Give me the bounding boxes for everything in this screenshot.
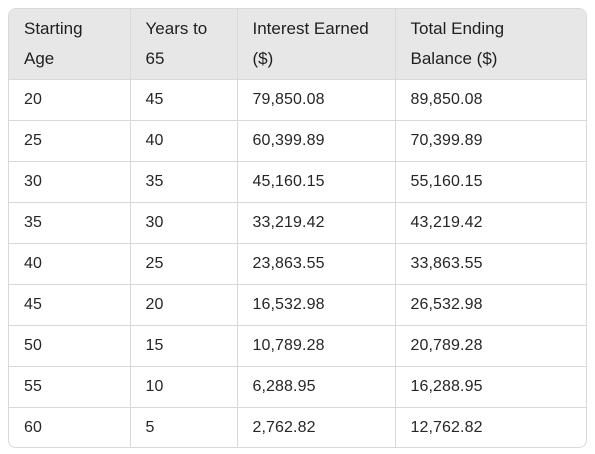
cell-starting-age: 20 bbox=[9, 79, 131, 121]
cell-interest-earned: 23,863.55 bbox=[237, 243, 396, 285]
table-row: 30 35 45,160.15 55,160.15 bbox=[9, 161, 586, 203]
table-row: 50 15 10,789.28 20,789.28 bbox=[9, 325, 586, 367]
table-row: 60 5 2,762.82 12,762.82 bbox=[9, 407, 586, 447]
cell-total-ending-balance: 20,789.28 bbox=[395, 325, 586, 367]
cell-interest-earned: 33,219.42 bbox=[237, 202, 396, 244]
cell-years-to-65: 25 bbox=[130, 243, 238, 285]
cell-starting-age: 25 bbox=[9, 120, 131, 162]
cell-interest-earned: 79,850.08 bbox=[237, 79, 396, 121]
header-interest-earned-line-2: ($) bbox=[252, 48, 274, 68]
cell-years-to-65: 30 bbox=[130, 202, 238, 244]
table-row: 55 10 6,288.95 16,288.95 bbox=[9, 366, 586, 408]
cell-total-ending-balance: 12,762.82 bbox=[410, 418, 483, 436]
cell-total-ending-balance: 55,160.15 bbox=[395, 161, 586, 203]
cell-years-to-65: 15 bbox=[130, 325, 238, 367]
table-header: Starting Age Years to 65 Interest Earned… bbox=[9, 9, 586, 80]
table-row: 40 25 23,863.55 33,863.55 bbox=[9, 243, 586, 285]
header-total-ending-balance: Total Ending Balance ($) bbox=[395, 9, 586, 80]
header-years-to-65-line-1: Years to bbox=[145, 18, 208, 38]
cell-starting-age: 60 bbox=[9, 407, 131, 447]
table-row: 20 45 79,850.08 89,850.08 bbox=[9, 79, 586, 121]
cell-years-to-65: 20 bbox=[130, 284, 238, 326]
table-body: 20 45 79,850.08 89,850.08 25 40 60,399.8… bbox=[9, 79, 586, 447]
table-row: 45 20 16,532.98 26,532.98 bbox=[9, 284, 586, 326]
cell-total-ending-balance: 89,850.08 bbox=[395, 79, 586, 121]
table-row: 35 30 33,219.42 43,219.42 bbox=[9, 202, 586, 244]
header-interest-earned: Interest Earned ($) bbox=[237, 9, 396, 80]
cell-interest-earned: 45,160.15 bbox=[237, 161, 396, 203]
cell-starting-age: 45 bbox=[9, 284, 131, 326]
cell-years-to-65: 10 bbox=[130, 366, 238, 408]
cell-years-to-65: 5 bbox=[130, 407, 238, 447]
cell-interest-earned: 60,399.89 bbox=[237, 120, 396, 162]
cell-starting-age: 40 bbox=[9, 243, 131, 285]
cell-total-ending-balance: 33,863.55 bbox=[395, 243, 586, 285]
header-total-ending-balance-line-2: Balance ($) bbox=[410, 48, 498, 68]
cell-starting-age: 35 bbox=[9, 202, 131, 244]
retirement-savings-table-container: Starting Age Years to 65 Interest Earned… bbox=[8, 8, 587, 448]
header-interest-earned-line-1: Interest Earned bbox=[252, 18, 369, 38]
cell-total-ending-balance: 70,399.89 bbox=[395, 120, 586, 162]
cell-total-ending-balance: 16,288.95 bbox=[395, 366, 586, 408]
cell-interest-earned: 16,532.98 bbox=[237, 284, 396, 326]
cell-total-ending-balance: 26,532.98 bbox=[395, 284, 586, 326]
header-starting-age: Starting Age bbox=[9, 9, 131, 80]
cell-starting-age: 50 bbox=[9, 325, 131, 367]
cell-starting-age: 30 bbox=[9, 161, 131, 203]
header-total-ending-balance-line-1: Total Ending bbox=[410, 18, 505, 38]
header-row: Starting Age Years to 65 Interest Earned… bbox=[9, 9, 586, 80]
cell-interest-earned: 10,789.28 bbox=[237, 325, 396, 367]
cell-years-to-65: 40 bbox=[130, 120, 238, 162]
cell-total-ending-balance: 43,219.42 bbox=[395, 202, 586, 244]
header-years-to-65-line-2: 65 bbox=[145, 48, 165, 68]
cell-interest-earned: 2,762.82 bbox=[237, 407, 396, 447]
header-starting-age-line-1: Starting bbox=[24, 18, 83, 38]
header-starting-age-line-2: Age bbox=[24, 48, 55, 68]
retirement-savings-table: Starting Age Years to 65 Interest Earned… bbox=[9, 9, 586, 447]
table-row: 25 40 60,399.89 70,399.89 bbox=[9, 120, 586, 162]
cell-interest-earned: 6,288.95 bbox=[237, 366, 396, 408]
cell-starting-age: 55 bbox=[9, 366, 131, 408]
header-years-to-65: Years to 65 bbox=[130, 9, 238, 80]
cell-years-to-65: 35 bbox=[130, 161, 238, 203]
cell-years-to-65: 45 bbox=[130, 79, 238, 121]
